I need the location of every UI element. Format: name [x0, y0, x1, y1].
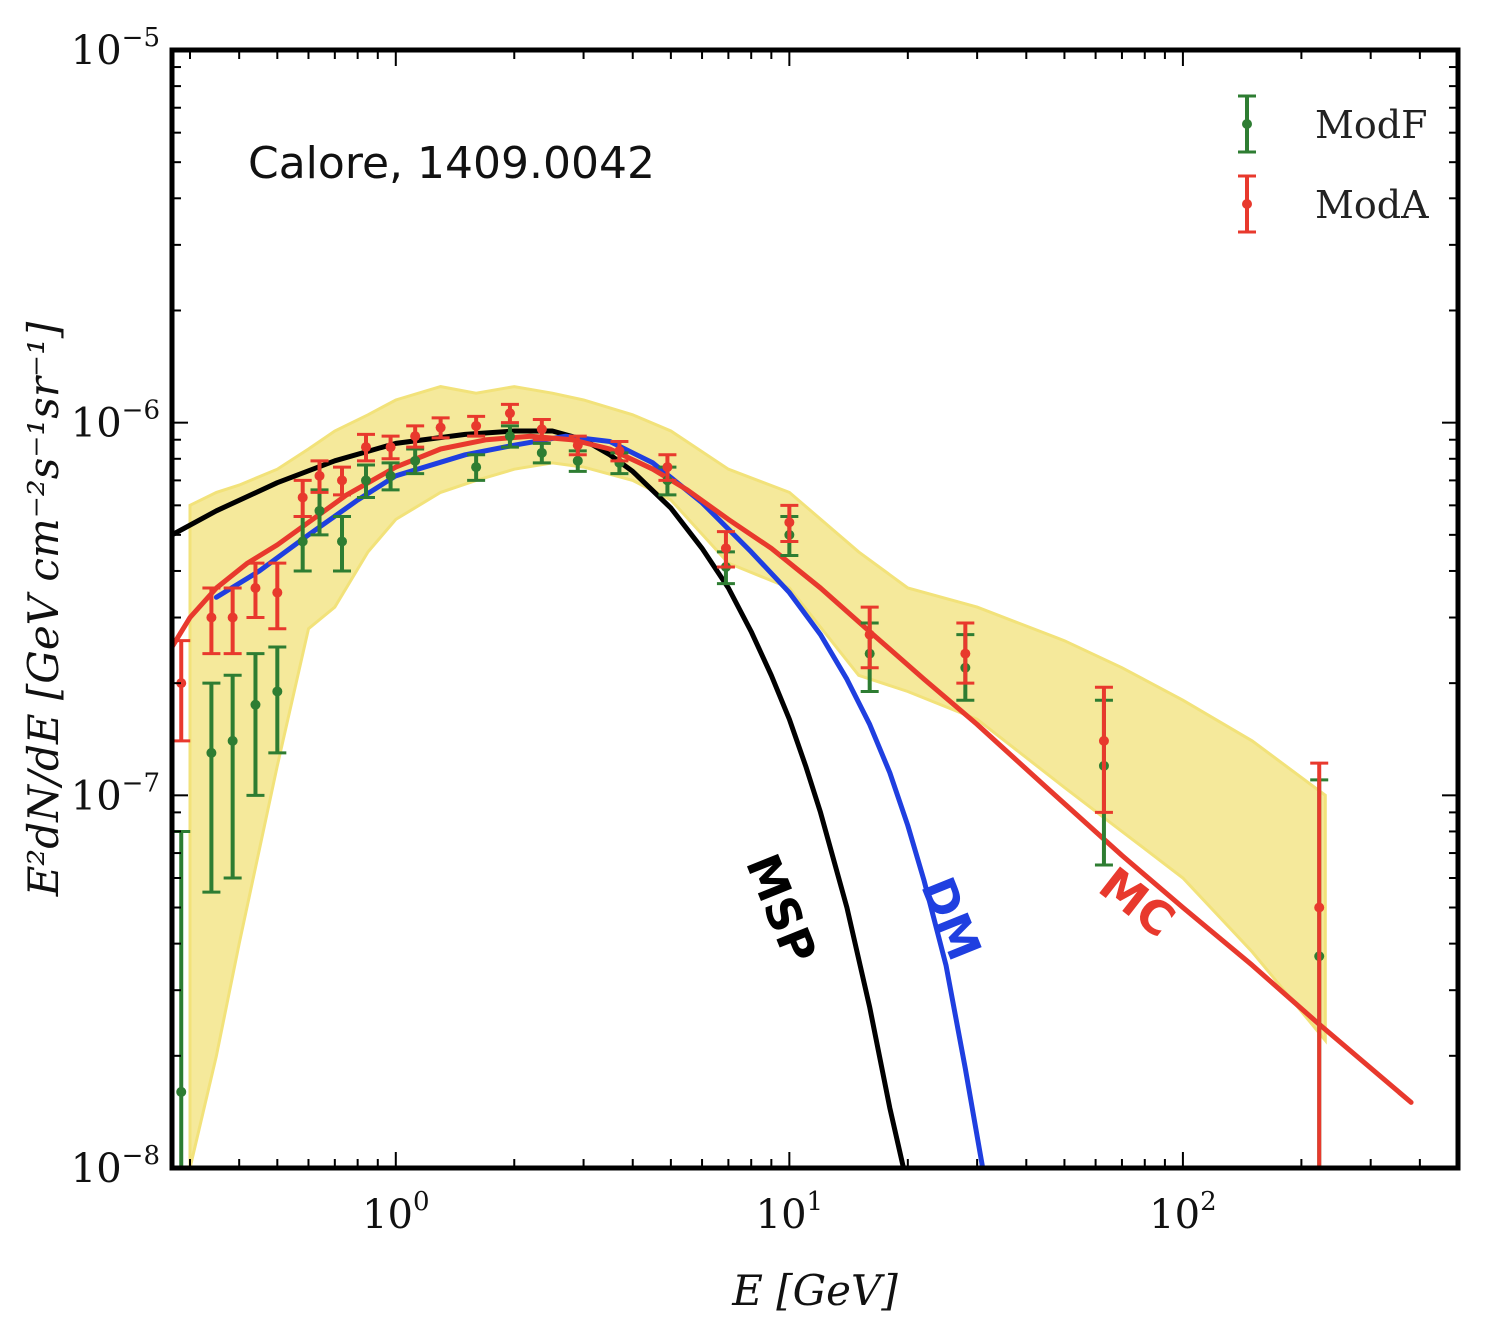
- data-point-moda: [780, 503, 799, 543]
- y-axis-title: E²dN/dE [GeV cm⁻²s⁻¹sr⁻¹]: [19, 321, 68, 897]
- data-point-moda: [310, 459, 329, 494]
- model-curves: [172, 428, 1414, 1168]
- data-point-modf: [268, 645, 287, 755]
- plot-frame: [169, 47, 1461, 1171]
- x-tick-label: 101: [756, 1187, 823, 1238]
- axis-tick-labels: 100 101 102 10−8 10−7 10−6 10−5: [71, 23, 1217, 1238]
- y-tick-label: 10−8: [71, 1141, 160, 1192]
- curve-msp: [172, 428, 906, 1168]
- data-point-moda: [381, 434, 400, 461]
- data-point-modf: [172, 829, 191, 1168]
- data-point-modf: [500, 424, 519, 449]
- data-point-modf: [467, 453, 486, 482]
- data-point-moda: [1094, 685, 1113, 814]
- y-tick-label: 10−7: [71, 768, 160, 819]
- data-point-moda: [1310, 761, 1329, 1168]
- data-point-moda: [293, 478, 312, 519]
- model-band-area: [188, 385, 1327, 1168]
- data-point-moda: [333, 465, 352, 497]
- x-tick-label: 102: [1149, 1187, 1216, 1238]
- data-point-moda: [658, 453, 677, 482]
- y-tick-label: 10−6: [71, 396, 160, 447]
- data-point-moda: [860, 605, 879, 670]
- data-point-modf: [202, 681, 221, 894]
- curve-label-dm: DM: [910, 870, 992, 968]
- data-point-modf: [406, 447, 425, 476]
- x-axis-title: E [GeV]: [731, 1266, 898, 1315]
- data-point-moda: [610, 440, 629, 463]
- data-point-moda: [202, 586, 221, 656]
- data-point-moda: [716, 530, 735, 569]
- data-point-moda: [356, 432, 375, 463]
- curve-dm: [213, 433, 986, 1168]
- legend-entry-modf: ModF: [1238, 94, 1427, 154]
- data-point-moda: [172, 639, 191, 743]
- data-point-moda: [431, 416, 450, 440]
- data-point-moda: [467, 414, 486, 438]
- data-point-moda: [500, 402, 519, 425]
- legend-label: ModA: [1315, 183, 1429, 227]
- data-points: [172, 402, 1329, 1168]
- model-band: [188, 385, 1327, 1168]
- legend-entry-moda: ModA: [1238, 174, 1429, 234]
- legend: ModF ModA: [1238, 94, 1429, 234]
- data-point-modf: [246, 652, 265, 797]
- axis-ticks: [172, 50, 1459, 1169]
- data-point-modf: [532, 441, 551, 465]
- data-point-moda: [568, 434, 587, 457]
- x-tick-label: 100: [362, 1187, 429, 1238]
- data-point-moda: [268, 561, 287, 631]
- legend-label: ModF: [1315, 103, 1427, 147]
- data-point-modf: [223, 673, 242, 880]
- y-tick-label: 10−5: [71, 23, 160, 74]
- data-point-modf: [381, 461, 400, 492]
- curve-labels: MSP DM MC: [735, 846, 1185, 971]
- data-point-modf: [333, 515, 352, 573]
- data-point-modf: [293, 515, 312, 573]
- data-point-moda: [223, 586, 242, 656]
- data-point-moda: [956, 621, 975, 685]
- annotation-text: Calore, 1409.0042: [248, 138, 655, 189]
- data-point-moda: [406, 424, 425, 449]
- curve-label-msp: MSP: [735, 846, 827, 971]
- data-point-modf: [356, 463, 375, 499]
- curve-mc: [172, 433, 1414, 1105]
- data-point-moda: [532, 417, 551, 442]
- data-point-moda: [246, 561, 265, 620]
